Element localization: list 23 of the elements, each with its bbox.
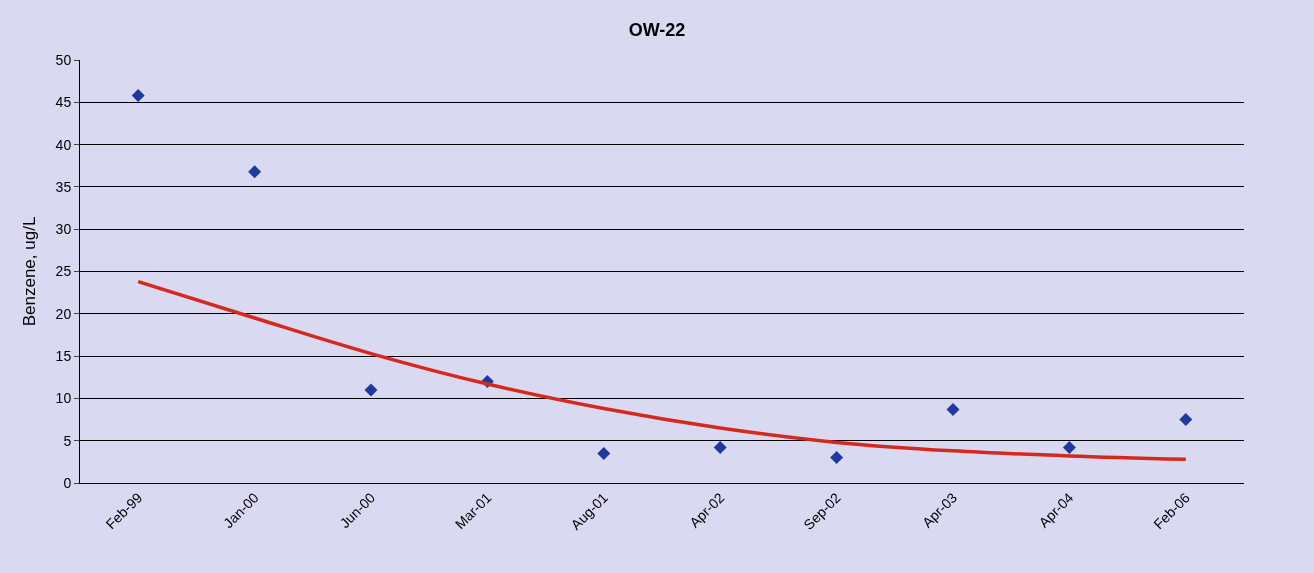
point (713, 440, 727, 454)
line-series (136, 279, 1188, 462)
y-tick-label: 35 (55, 178, 72, 195)
y-tick-label: 30 (55, 221, 72, 238)
point (364, 383, 378, 397)
point (597, 446, 611, 460)
point (131, 89, 145, 103)
point (1179, 413, 1193, 427)
y-tick-label: 50 (55, 51, 72, 68)
y-tick-label: 45 (55, 94, 72, 111)
y-tick-label: 25 (55, 263, 72, 280)
y-tick-label: 10 (55, 390, 72, 407)
y-tick-label: 40 (55, 136, 72, 153)
point (946, 402, 960, 416)
y-tick-label: 0 (63, 474, 72, 491)
y-axis-title: Benzene, ug/L (20, 216, 40, 327)
point (1062, 440, 1076, 454)
point (830, 451, 844, 465)
y-tick-label: 5 (63, 432, 72, 449)
chart-title: OW-22 (628, 19, 686, 40)
y-tick-label: 20 (55, 305, 72, 322)
y-tick-label: 15 (55, 348, 72, 364)
point (248, 165, 262, 179)
